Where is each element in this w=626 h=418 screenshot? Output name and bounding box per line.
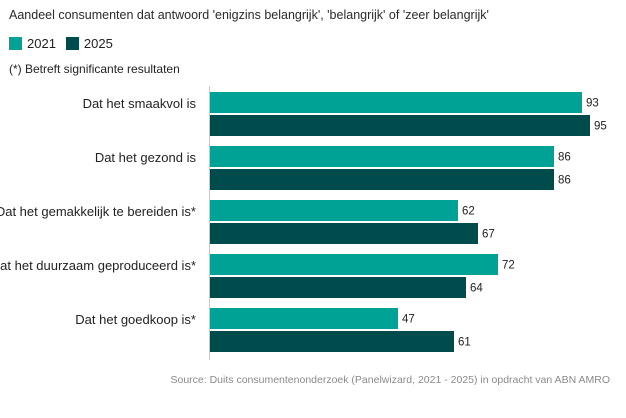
bar-2025	[210, 331, 454, 352]
category-label: Dat het duurzaam geproduceerd is*	[0, 258, 196, 273]
legend-item-2021: 2021	[9, 36, 56, 51]
data-label: 47	[402, 314, 415, 326]
data-label: 72	[502, 260, 515, 272]
bar-2025	[210, 277, 466, 298]
legend-item-2025: 2025	[65, 36, 113, 51]
bar-2021	[210, 200, 458, 221]
legend-swatch-2025	[65, 37, 79, 50]
category-label: Dat het gemakkelijk te bereiden is*	[0, 204, 196, 219]
bar-2021	[210, 146, 554, 167]
data-label: 62	[462, 206, 475, 218]
bar-2025	[210, 169, 554, 190]
legend-swatch-2021	[9, 37, 22, 50]
bar-2025	[210, 223, 478, 244]
category-label: Dat het smaakvol is	[83, 96, 197, 111]
data-label: 95	[594, 121, 607, 133]
bar-2021	[210, 308, 398, 329]
data-label: 86	[558, 175, 571, 187]
data-label: 67	[482, 229, 495, 241]
bar-2025	[210, 115, 590, 136]
legend-label-2021: 2021	[27, 36, 56, 51]
legend-label-2025: 2025	[83, 36, 113, 51]
category-label: Dat het gezond is	[95, 150, 197, 165]
bar-2021	[210, 92, 582, 113]
data-label: 64	[470, 283, 483, 295]
data-label: 61	[458, 337, 471, 349]
data-label: 86	[558, 152, 571, 164]
data-label: 93	[586, 98, 599, 110]
significance-note: (*) Betreft significante resultaten	[9, 62, 180, 76]
legend: 2021 2025	[9, 36, 113, 51]
bar-2021	[210, 254, 498, 275]
chart-title: Aandeel consumenten dat antwoord 'enigzi…	[9, 8, 489, 22]
category-label: Dat het goedkoop is*	[75, 312, 196, 327]
source-note: Source: Duits consumentenonderzoek (Pane…	[170, 374, 611, 386]
